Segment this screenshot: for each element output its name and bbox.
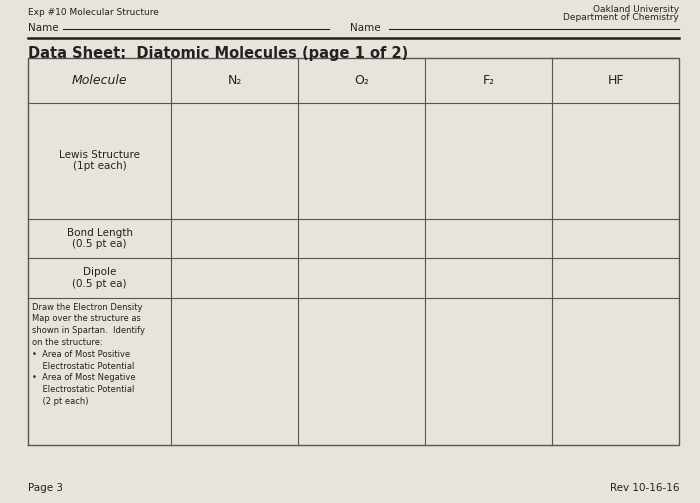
Text: Page 3: Page 3 xyxy=(28,483,63,493)
Text: Oakland University: Oakland University xyxy=(593,5,679,14)
Text: Department of Chemistry: Department of Chemistry xyxy=(564,13,679,22)
Text: Exp #10 Molecular Structure: Exp #10 Molecular Structure xyxy=(28,8,159,17)
Text: Molecule: Molecule xyxy=(72,74,127,87)
Text: Bond Length
(0.5 pt ea): Bond Length (0.5 pt ea) xyxy=(66,227,132,249)
Text: Draw the Electron Density
Map over the structure as
shown in Spartan.  Identify
: Draw the Electron Density Map over the s… xyxy=(32,303,144,406)
Text: N₂: N₂ xyxy=(228,74,242,87)
Text: Dipole
(0.5 pt ea): Dipole (0.5 pt ea) xyxy=(72,267,127,289)
Text: Name: Name xyxy=(28,23,59,33)
Text: Data Sheet:  Diatomic Molecules (page 1 of 2): Data Sheet: Diatomic Molecules (page 1 o… xyxy=(28,46,408,61)
Text: Name: Name xyxy=(350,23,381,33)
Text: Lewis Structure
(1pt each): Lewis Structure (1pt each) xyxy=(59,150,140,172)
Text: O₂: O₂ xyxy=(354,74,369,87)
Text: F₂: F₂ xyxy=(482,74,495,87)
Text: Rev 10-16-16: Rev 10-16-16 xyxy=(610,483,679,493)
Text: HF: HF xyxy=(608,74,624,87)
